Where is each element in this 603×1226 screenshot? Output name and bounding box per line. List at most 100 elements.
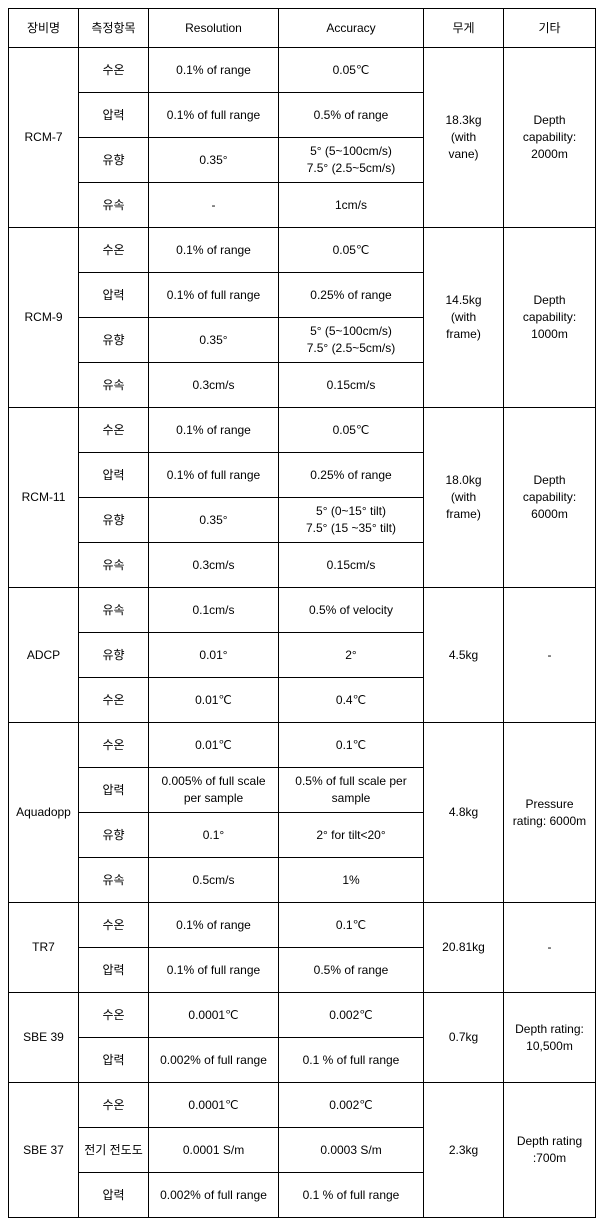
cell-item: 유향 [79,498,149,543]
cell-item: 압력 [79,1038,149,1083]
cell-resolution: 0.1% of range [149,228,279,273]
cell-resolution: 0.1% of full range [149,93,279,138]
cell-item: 압력 [79,273,149,318]
cell-item: 수온 [79,48,149,93]
cell-name: Aquadopp [9,723,79,903]
cell-name: RCM-9 [9,228,79,408]
cell-accuracy: 0.05℃ [279,48,424,93]
cell-name: RCM-7 [9,48,79,228]
cell-etc: Depth rating:700m [504,1083,596,1218]
cell-weight: 18.0kg(withframe) [424,408,504,588]
cell-item: 유향 [79,813,149,858]
cell-item: 압력 [79,948,149,993]
cell-accuracy: 0.5% of velocity [279,588,424,633]
cell-item: 수온 [79,723,149,768]
cell-accuracy: 1% [279,858,424,903]
cell-item: 유속 [79,363,149,408]
cell-item: 수온 [79,1083,149,1128]
cell-resolution: 0.0001℃ [149,993,279,1038]
cell-resolution: 0.1% of full range [149,273,279,318]
table-row: Aquadopp수온0.01℃0.1℃4.8kgPressurerating: … [9,723,596,768]
cell-item: 수온 [79,993,149,1038]
table-row: RCM-11수온0.1% of range0.05℃18.0kg(withfra… [9,408,596,453]
cell-resolution: 0.01° [149,633,279,678]
cell-name: SBE 39 [9,993,79,1083]
cell-item: 전기 전도도 [79,1128,149,1173]
cell-resolution: 0.002% of full range [149,1038,279,1083]
cell-weight: 20.81kg [424,903,504,993]
cell-resolution: 0.0001℃ [149,1083,279,1128]
cell-item: 수온 [79,903,149,948]
cell-resolution: 0.0001 S/m [149,1128,279,1173]
cell-etc: Depthcapability:2000m [504,48,596,228]
cell-item: 수온 [79,228,149,273]
cell-resolution: 0.5cm/s [149,858,279,903]
cell-item: 수온 [79,678,149,723]
cell-item: 압력 [79,768,149,813]
cell-resolution: 0.35° [149,318,279,363]
cell-resolution: 0.1% of range [149,48,279,93]
cell-accuracy: 0.25% of range [279,453,424,498]
cell-item: 수온 [79,408,149,453]
header-etc: 기타 [504,9,596,48]
cell-accuracy: 0.5% of range [279,948,424,993]
header-name: 장비명 [9,9,79,48]
table-row: SBE 37수온0.0001℃0.002℃2.3kgDepth rating:7… [9,1083,596,1128]
cell-resolution: 0.1° [149,813,279,858]
cell-accuracy: 0.05℃ [279,228,424,273]
cell-name: SBE 37 [9,1083,79,1218]
cell-accuracy: 0.1 % of full range [279,1038,424,1083]
cell-resolution: - [149,183,279,228]
cell-name: ADCP [9,588,79,723]
cell-accuracy: 0.1 % of full range [279,1173,424,1218]
cell-etc: Depth rating:10,500m [504,993,596,1083]
cell-weight: 14.5kg(withframe) [424,228,504,408]
cell-etc: Depthcapability:1000m [504,228,596,408]
cell-resolution: 0.1% of range [149,903,279,948]
cell-name: TR7 [9,903,79,993]
cell-accuracy: 0.15cm/s [279,543,424,588]
cell-item: 유향 [79,318,149,363]
cell-item: 압력 [79,93,149,138]
cell-item: 유속 [79,183,149,228]
cell-accuracy: 0.5% of range [279,93,424,138]
cell-accuracy: 0.4℃ [279,678,424,723]
cell-weight: 4.8kg [424,723,504,903]
cell-accuracy: 0.0003 S/m [279,1128,424,1173]
cell-weight: 18.3kg(withvane) [424,48,504,228]
cell-resolution: 0.3cm/s [149,543,279,588]
cell-accuracy: 5° (5~100cm/s)7.5° (2.5~5cm/s) [279,138,424,183]
cell-accuracy: 0.1℃ [279,903,424,948]
cell-accuracy: 0.25% of range [279,273,424,318]
cell-accuracy: 2° [279,633,424,678]
cell-accuracy: 5° (0~15° tilt)7.5° (15 ~35° tilt) [279,498,424,543]
cell-accuracy: 0.002℃ [279,993,424,1038]
cell-resolution: 0.1cm/s [149,588,279,633]
cell-weight: 2.3kg [424,1083,504,1218]
header-resolution: Resolution [149,9,279,48]
cell-item: 유속 [79,588,149,633]
cell-resolution: 0.3cm/s [149,363,279,408]
cell-accuracy: 0.5% of full scale persample [279,768,424,813]
cell-accuracy: 0.002℃ [279,1083,424,1128]
cell-item: 압력 [79,453,149,498]
cell-resolution: 0.1% of full range [149,453,279,498]
header-weight: 무게 [424,9,504,48]
cell-weight: 0.7kg [424,993,504,1083]
cell-resolution: 0.1% of range [149,408,279,453]
cell-resolution: 0.002% of full range [149,1173,279,1218]
table-row: SBE 39수온0.0001℃0.002℃0.7kgDepth rating:1… [9,993,596,1038]
cell-resolution: 0.35° [149,138,279,183]
cell-item: 유속 [79,858,149,903]
cell-item: 압력 [79,1173,149,1218]
cell-item: 유향 [79,138,149,183]
cell-item: 유향 [79,633,149,678]
cell-resolution: 0.005% of full scaleper sample [149,768,279,813]
header-accuracy: Accuracy [279,9,424,48]
cell-etc: Depthcapability:6000m [504,408,596,588]
cell-accuracy: 1cm/s [279,183,424,228]
cell-resolution: 0.01℃ [149,678,279,723]
cell-accuracy: 2° for tilt<20° [279,813,424,858]
cell-accuracy: 0.05℃ [279,408,424,453]
cell-resolution: 0.35° [149,498,279,543]
